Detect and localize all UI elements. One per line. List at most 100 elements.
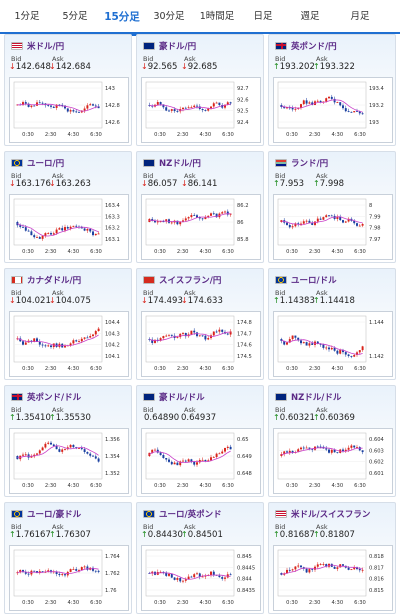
rate-card[interactable]: 米ドル/円 Bid Ask ↓142.648 ↓142.684 143 142.8 142.6… <box>4 34 132 146</box>
candle-body <box>58 104 61 106</box>
candle-body <box>319 446 322 448</box>
pair-title[interactable]: 英ポンド/円 <box>291 42 337 52</box>
rate-card[interactable]: 英ポンド/円 Bid Ask ↑193.202 ↑193.322 193.4 193.2 19… <box>268 34 396 146</box>
candlestick-chart[interactable]: 0.604 0.603 0.602 0.601 0:30 2:30 4:30 6:30 <box>273 428 393 494</box>
candle-body <box>184 332 187 337</box>
bid-ask-labels: Bid Ask <box>143 289 196 297</box>
arrow-down-icon: ↓ <box>181 179 188 188</box>
candlestick-chart[interactable]: 0.65 0.649 0.648 0:30 2:30 4:30 6:30 <box>141 428 261 494</box>
bid-value: 142.648 <box>15 62 51 72</box>
candle-body <box>72 569 75 570</box>
pair-title[interactable]: 米ドル/円 <box>27 42 65 52</box>
candle-body <box>24 102 27 104</box>
candle-body <box>302 447 305 449</box>
y-tick-label: 7.99 <box>369 214 381 220</box>
pair-title[interactable]: スイスフラン/円 <box>159 276 222 286</box>
pair-title[interactable]: ユーロ/豪ドル <box>27 510 82 520</box>
rate-card[interactable]: 豪ドル/円 Bid Ask ↓92.565 ↓92.685 92.7 92.6 92.5 92.… <box>136 34 264 146</box>
pair-title[interactable]: ユーロ/英ポンド <box>159 510 222 520</box>
pair-title[interactable]: NZドル/円 <box>159 159 201 169</box>
bid-value: 163.176 <box>15 179 51 189</box>
rate-card[interactable]: ユーロ/豪ドル Bid Ask ↑1.76167 ↑1.76307 1.764 1.762 1… <box>4 502 132 614</box>
y-tick-label: 86 <box>237 220 244 226</box>
candlestick-chart[interactable]: 193.4 193.2 193 0:30 2:30 4:30 6:30 <box>273 77 393 143</box>
pair-title[interactable]: カナダドル/円 <box>27 276 82 286</box>
candlestick-chart[interactable]: 143 142.8 142.6 0:30 2:30 4:30 6:30 <box>9 77 129 143</box>
arrow-up-icon: ↑ <box>273 530 280 539</box>
tab-3[interactable]: 15分足 <box>100 0 144 36</box>
pair-title[interactable]: 米ドル/スイスフラン <box>291 510 371 520</box>
candle-body <box>36 102 38 106</box>
rate-card[interactable]: カナダドル/円 Bid Ask ↓104.021 ↓104.075 104.4 104.3 1… <box>4 268 132 380</box>
tab-2[interactable]: 5分足 <box>62 11 88 22</box>
candle-body <box>288 569 291 571</box>
y-tick-label: 0.816 <box>369 577 384 583</box>
candlestick-chart[interactable]: 1.144 1.142 0:30 2:30 4:30 6:30 <box>273 311 393 377</box>
x-tick-label: 4:30 <box>332 483 344 489</box>
x-tick-label: 2:30 <box>177 249 189 255</box>
ask-label: Ask <box>184 523 196 531</box>
candlestick-chart[interactable]: 86.2 86 85.8 0:30 2:30 4:30 6:30 <box>141 194 261 260</box>
rate-card[interactable]: ユーロ/ドル Bid Ask ↑1.14383 ↑1.14418 1.144 1.142 0:… <box>268 268 396 380</box>
bid-ask-labels: Bid Ask <box>11 172 64 180</box>
candle-body <box>336 567 339 569</box>
candle-body <box>97 328 100 332</box>
candle-body <box>162 336 165 339</box>
rate-card[interactable]: スイスフラン/円 Bid Ask ↓174.493 ↓174.633 174.8 174.7… <box>136 268 264 380</box>
candlestick-chart[interactable]: 1.764 1.762 1.76 0:30 2:30 4:30 6:30 <box>9 545 129 611</box>
candlestick-chart[interactable]: 92.7 92.6 92.5 92.4 0:30 2:30 4:30 6:30 <box>141 77 261 143</box>
rate-card[interactable]: 英ポンド/ドル Bid Ask ↑1.35410 ↑1.35530 1.356 1.354 1… <box>4 385 132 497</box>
y-tick-label: 92.5 <box>237 109 249 115</box>
pair-title[interactable]: 英ポンド/ドル <box>27 393 82 403</box>
card-header: 英ポンド/ドル <box>11 390 81 404</box>
candle-body <box>336 216 339 219</box>
tab-4[interactable]: 30分足 <box>153 11 185 22</box>
candle-body <box>229 446 232 450</box>
candle-body <box>33 338 36 342</box>
candle-body <box>280 339 283 341</box>
candlestick-chart[interactable]: 163.4 163.3 163.2 163.1 0:30 2:30 4:30 6:30 <box>9 194 129 260</box>
candlestick-chart[interactable]: 1.356 1.354 1.352 0:30 2:30 4:30 6:30 <box>9 428 129 494</box>
chart-svg: 0.604 0.603 0.602 0.601 0:30 2:30 4:30 6:30 <box>277 432 385 489</box>
candlestick-chart[interactable]: 8 7.99 7.98 7.97 0:30 2:30 4:30 6:30 <box>273 194 393 260</box>
tab-7[interactable]: 週足 <box>300 11 320 22</box>
pair-title[interactable]: ランド/円 <box>291 159 329 169</box>
rate-card[interactable]: ランド/円 Bid Ask ↑7.953 ↑7.998 8 7.99 7.98 7.97 0:30… <box>268 151 396 263</box>
candle-body <box>182 580 184 582</box>
candlestick-chart[interactable]: 104.4 104.3 104.2 104.1 0:30 2:30 4:30 6:30 <box>9 311 129 377</box>
bid-value: 0.60321 <box>279 413 315 423</box>
rate-card[interactable]: ユーロ/英ポンド Bid Ask ↑0.84430 ↑0.84501 0.845 0.844… <box>136 502 264 614</box>
candlestick-chart[interactable]: 174.8 174.7 174.6 174.5 0:30 2:30 4:30 6:30 <box>141 311 261 377</box>
bid-ask-labels: Bid Ask <box>275 55 328 63</box>
candle-body <box>336 452 339 454</box>
bid-value: 1.76167 <box>15 530 51 540</box>
pair-title[interactable]: NZドル/ドル <box>291 393 342 403</box>
moving-average-line <box>281 339 363 355</box>
candle-body <box>89 104 92 106</box>
rate-card[interactable]: 豪ドル/ドル Bid Ask 0.64890 0.64937 0.65 0.649 0.648… <box>136 385 264 497</box>
candle-body <box>356 447 358 448</box>
pair-title[interactable]: ユーロ/ドル <box>291 276 337 286</box>
rate-card[interactable]: NZドル/ドル Bid Ask ↑0.60321 ↑0.60369 0.604 0.603 0… <box>268 385 396 497</box>
tab-5[interactable]: 1時間足 <box>199 11 235 22</box>
pair-title[interactable]: 豪ドル/ドル <box>159 393 205 403</box>
rate-card[interactable]: ユーロ/円 Bid Ask ↓163.176 ↓163.263 163.4 163.3 163… <box>4 151 132 263</box>
rate-card[interactable]: NZドル/円 Bid Ask ↓86.057 ↓86.141 86.2 86 85.8 0:30… <box>136 151 264 263</box>
tab-1[interactable]: 1分足 <box>14 11 40 22</box>
candlestick-chart[interactable]: 0.818 0.817 0.816 0.815 0:30 2:30 4:30 6:30 <box>273 545 393 611</box>
candle-body <box>72 225 75 227</box>
pair-title[interactable]: 豪ドル/円 <box>159 42 197 52</box>
candle-body <box>328 347 330 350</box>
candlestick-chart[interactable]: 0.845 0.8445 0.844 0.8435 0:30 2:30 4:30 6:30 <box>141 545 261 611</box>
candle-body <box>358 225 361 227</box>
tab-6[interactable]: 日足 <box>253 11 273 22</box>
rate-card[interactable]: 米ドル/スイスフラン Bid Ask ↑0.81687 ↑0.81807 0.818 0.8… <box>268 502 396 614</box>
candle-body <box>148 105 151 106</box>
candle-body <box>148 452 151 456</box>
candle-body <box>226 446 229 448</box>
x-tick-label: 0:30 <box>22 366 34 372</box>
candle-body <box>300 447 302 450</box>
y-tick-label: 0.603 <box>369 448 384 454</box>
tab-8[interactable]: 月足 <box>350 11 370 22</box>
pair-title[interactable]: ユーロ/円 <box>27 159 65 169</box>
